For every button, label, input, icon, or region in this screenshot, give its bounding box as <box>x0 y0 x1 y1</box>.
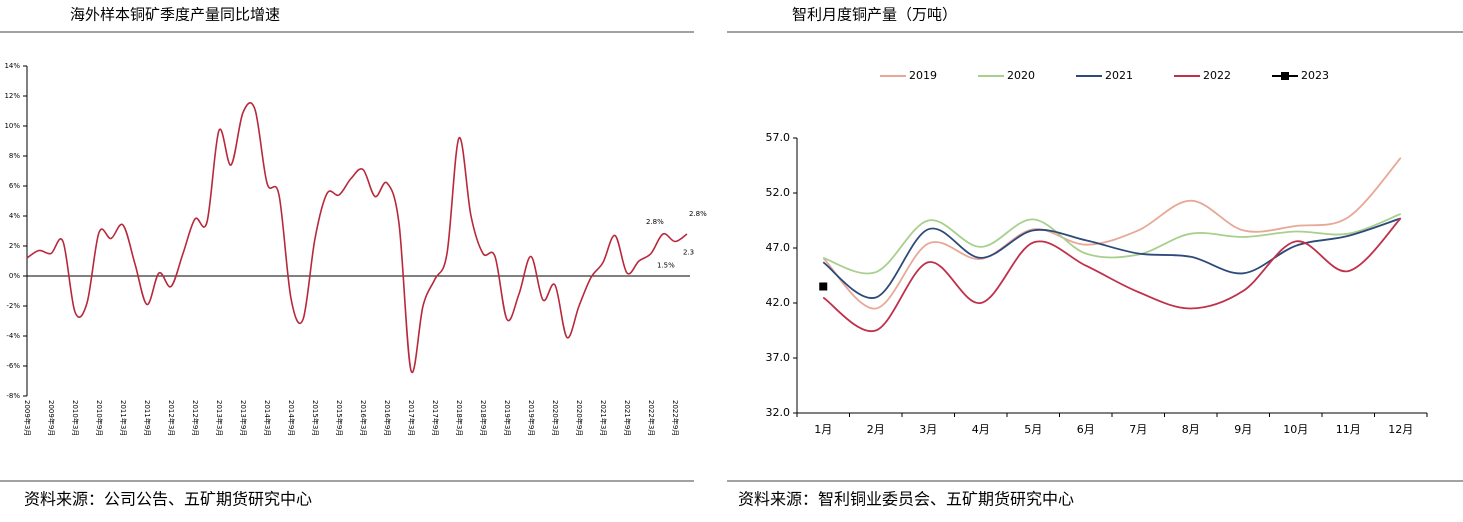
x-tick-label: 2010年3月 <box>71 400 80 436</box>
y-tick-label: 12% <box>4 92 20 100</box>
x-tick-label: 2009年9月 <box>47 400 56 436</box>
legend-label: 2023 <box>1301 69 1329 82</box>
x-tick-label: 2016年3月 <box>359 400 368 436</box>
x-tick-label: 2014年3月 <box>263 400 272 436</box>
x-tick-label: 2020年3月 <box>551 400 560 436</box>
x-tick-label: 3月 <box>919 423 937 436</box>
x-tick-label: 8月 <box>1182 423 1200 436</box>
x-tick-label: 2019年9月 <box>527 400 536 436</box>
y-tick-label: 32.0 <box>766 406 791 419</box>
data-label: 1.5% <box>657 262 675 270</box>
x-tick-label: 2012年3月 <box>167 400 176 436</box>
data-label: 2.8% <box>689 210 707 218</box>
x-tick-label: 2011年3月 <box>119 400 128 436</box>
legend-label: 2021 <box>1105 69 1133 82</box>
x-tick-label: 2017年3月 <box>407 400 416 436</box>
x-tick-label: 2013年3月 <box>215 400 224 436</box>
y-tick-label: 14% <box>4 62 20 70</box>
x-tick-label: 2019年3月 <box>503 400 512 436</box>
x-tick-label: 2009年3月 <box>23 400 32 436</box>
data-line <box>822 217 1402 332</box>
y-tick-label: 2% <box>9 242 20 250</box>
source-note: 资料来源：公司公告、五矿期货研究中心 <box>24 490 312 509</box>
x-tick-label: 2021年3月 <box>599 400 608 436</box>
y-tick-label: 52.0 <box>766 186 791 199</box>
y-tick-label: 4% <box>9 212 20 220</box>
y-tick-label: 10% <box>4 122 20 130</box>
data-line <box>822 217 1402 299</box>
chart-title: 智利月度铜产量（万吨） <box>792 6 957 24</box>
x-tick-label: 2020年9月 <box>575 400 584 436</box>
x-tick-label: 2012年9月 <box>191 400 200 436</box>
y-tick-label: 57.0 <box>766 131 791 144</box>
x-tick-label: 2011年9月 <box>143 400 152 436</box>
legend-label: 2022 <box>1203 69 1231 82</box>
x-tick-label: 2017年9月 <box>431 400 440 436</box>
source-note: 资料来源：智利铜业委员会、五矿期货研究中心 <box>738 490 1074 509</box>
x-tick-label: 9月 <box>1234 423 1252 436</box>
data-label: 2.8% <box>646 218 664 226</box>
legend-label: 2019 <box>909 69 937 82</box>
y-tick-label: 8% <box>9 152 20 160</box>
x-tick-label: 7月 <box>1129 423 1147 436</box>
x-tick-label: 11月 <box>1336 423 1361 436</box>
x-tick-label: 10月 <box>1283 423 1308 436</box>
x-tick-label: 2013年9月 <box>239 400 248 436</box>
y-tick-label: 37.0 <box>766 351 791 364</box>
x-tick-label: 2018年9月 <box>479 400 488 436</box>
data-line <box>26 102 688 374</box>
data-marker <box>819 282 828 291</box>
data-line <box>822 213 1402 275</box>
legend-label: 2020 <box>1007 69 1035 82</box>
x-tick-label: 2014年9月 <box>287 400 296 436</box>
x-tick-label: 2018年3月 <box>455 400 464 436</box>
y-tick-label: 0% <box>9 272 20 280</box>
x-tick-label: 2010年9月 <box>95 400 104 436</box>
x-tick-label: 2月 <box>867 423 885 436</box>
data-line <box>822 157 1402 310</box>
y-tick-label: -8% <box>6 392 20 400</box>
y-tick-label: -2% <box>6 302 20 310</box>
x-tick-label: 4月 <box>972 423 990 436</box>
x-tick-label: 1月 <box>814 423 832 436</box>
legend-marker <box>1281 72 1289 80</box>
y-tick-label: 42.0 <box>766 296 791 309</box>
data-label: 2.3 <box>683 249 694 257</box>
y-tick-label: 6% <box>9 182 20 190</box>
x-tick-label: 2016年9月 <box>383 400 392 436</box>
x-tick-label: 2015年3月 <box>311 400 320 436</box>
x-tick-label: 5月 <box>1024 423 1042 436</box>
x-tick-label: 12月 <box>1388 423 1413 436</box>
y-tick-label: 47.0 <box>766 241 791 254</box>
x-tick-label: 2022年3月 <box>647 400 656 436</box>
x-tick-label: 2015年9月 <box>335 400 344 436</box>
y-tick-label: -6% <box>6 362 20 370</box>
y-tick-label: -4% <box>6 332 20 340</box>
x-tick-label: 2022年9月 <box>671 400 680 436</box>
x-tick-label: 6月 <box>1077 423 1095 436</box>
chart-title: 海外样本铜矿季度产量同比增速 <box>70 6 280 24</box>
x-tick-label: 2021年9月 <box>623 400 632 436</box>
